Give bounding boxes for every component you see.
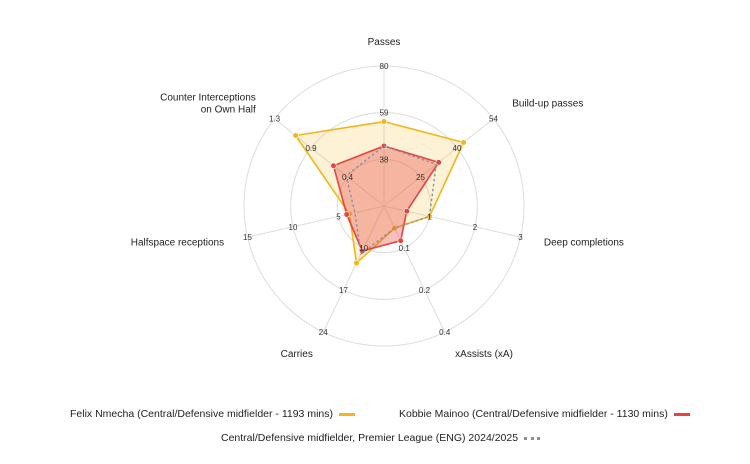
tick-label: 59	[380, 109, 389, 118]
tick-label: 24	[319, 328, 328, 337]
tick-label: 10	[359, 244, 368, 253]
tick-label: 54	[489, 115, 498, 124]
tick-label: 38	[380, 155, 389, 164]
tick-label: 10	[289, 223, 298, 232]
series-2-point-4	[397, 237, 404, 244]
tick-label: 0.9	[305, 144, 317, 153]
legend-label: Felix Nmecha (Central/Defensive midfield…	[70, 408, 333, 420]
tick-label: 17	[339, 286, 348, 295]
legend-item-felix-nmecha[interactable]: Felix Nmecha (Central/Defensive midfield…	[70, 408, 355, 420]
spoke-7	[274, 118, 385, 207]
series-2-point-7	[330, 162, 337, 169]
radar-axis-labels: Passes Build-up passes Deep completions xAs…	[131, 37, 624, 360]
radar-ticks: 38 59 80 25 40 54 1 2 3 0.1 0.2 0.4 10 17 24 5 10 15 0.4 0.…	[243, 62, 523, 337]
tick-label: 40	[453, 144, 462, 153]
series-1-point-7	[292, 132, 299, 139]
axis-label-2: Build-up passes	[512, 99, 583, 110]
tick-label: 0.2	[419, 286, 431, 295]
tick-label: 0.4	[342, 173, 354, 182]
legend-label: Central/Defensive midfielder, Premier Le…	[221, 432, 519, 444]
radar-series	[292, 118, 467, 267]
series-2-point-3	[403, 208, 410, 215]
spoke-6	[247, 205, 385, 238]
legend-label: Kobbie Mainoo (Central/Defensive midfiel…	[399, 408, 668, 420]
tick-label: 15	[243, 233, 252, 242]
tick-label: 1	[427, 212, 432, 221]
tick-label: 25	[416, 173, 425, 182]
tick-label: 80	[380, 62, 389, 71]
series-polygon-2	[332, 145, 440, 252]
series-1-point-2	[460, 139, 467, 146]
spoke-5	[322, 205, 385, 333]
legend-item-league-average[interactable]: Central/Defensive midfielder, Premier Le…	[221, 432, 541, 444]
axis-label-6: Halfspace receptions	[131, 237, 224, 248]
tick-label: 3	[518, 233, 523, 242]
series-polygon-3	[345, 145, 437, 255]
series-1-point-1	[380, 118, 388, 125]
series-2-point-2	[435, 159, 442, 166]
legend-swatch-solid-yellow	[338, 412, 355, 416]
axis-label-4: xAssists (xA)	[455, 349, 513, 360]
legend-swatch-solid-red	[673, 412, 690, 416]
axis-label-5: Carries	[281, 349, 313, 360]
series-2-point-6	[343, 211, 350, 218]
tick-label: 1.3	[269, 115, 281, 124]
tick-label: 0.4	[439, 328, 451, 337]
tick-label: 2	[473, 223, 478, 232]
axis-label-7: Counter Interceptions on Own Half	[160, 93, 256, 116]
series-1-point-5	[353, 259, 360, 267]
tick-label: 5	[336, 212, 341, 221]
tick-label: 0.1	[399, 244, 411, 253]
legend-item-kobbie-mainoo[interactable]: Kobbie Mainoo (Central/Defensive midfiel…	[399, 408, 690, 420]
axis-label-1: Passes	[368, 37, 401, 48]
axis-label-3: Deep completions	[544, 237, 624, 248]
legend-swatch-dotted-gray	[524, 436, 541, 440]
